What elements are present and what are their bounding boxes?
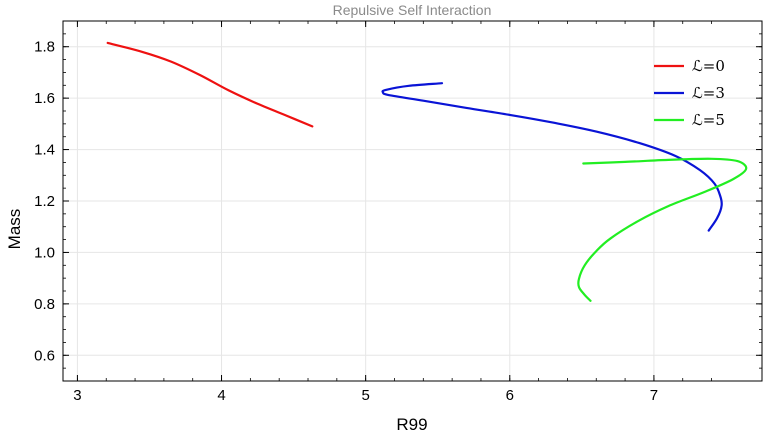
series-line-1: [381, 82, 723, 232]
legend: ℒ=0 ℒ=3 ℒ=5: [654, 57, 725, 129]
x-tick-label: 5: [361, 387, 369, 404]
tick-labels: 3 4 5 6 7 0.6 0.8 1.0 1.2 1.4 1.6 1.8: [34, 39, 658, 404]
x-tick-label: 6: [506, 387, 514, 404]
x-tick-label: 4: [217, 387, 225, 404]
legend-label-1: ℒ=3: [692, 84, 725, 102]
y-tick-label: 1.4: [34, 142, 55, 159]
x-tick-label: 7: [650, 387, 658, 404]
chart-title: Repulsive Self Interaction: [333, 2, 492, 18]
y-tick-label: 0.8: [34, 296, 55, 313]
series-line-0: [106, 41, 314, 128]
series-layer: [106, 41, 748, 302]
x-axis-label: R99: [396, 415, 427, 434]
y-tick-label: 1.6: [34, 90, 55, 107]
y-tick-label: 1.2: [34, 193, 55, 210]
legend-label-0: ℒ=0: [692, 57, 725, 75]
series-line-2: [577, 157, 748, 302]
axis-ticks: [63, 21, 762, 381]
legend-label-2: ℒ=5: [692, 111, 725, 129]
y-tick-label: 1.0: [34, 244, 55, 261]
y-tick-label: 1.8: [34, 39, 55, 56]
grid-lines: [63, 21, 762, 381]
y-axis-label: Mass: [5, 209, 24, 250]
x-tick-label: 3: [73, 387, 81, 404]
y-tick-label: 0.6: [34, 347, 55, 364]
